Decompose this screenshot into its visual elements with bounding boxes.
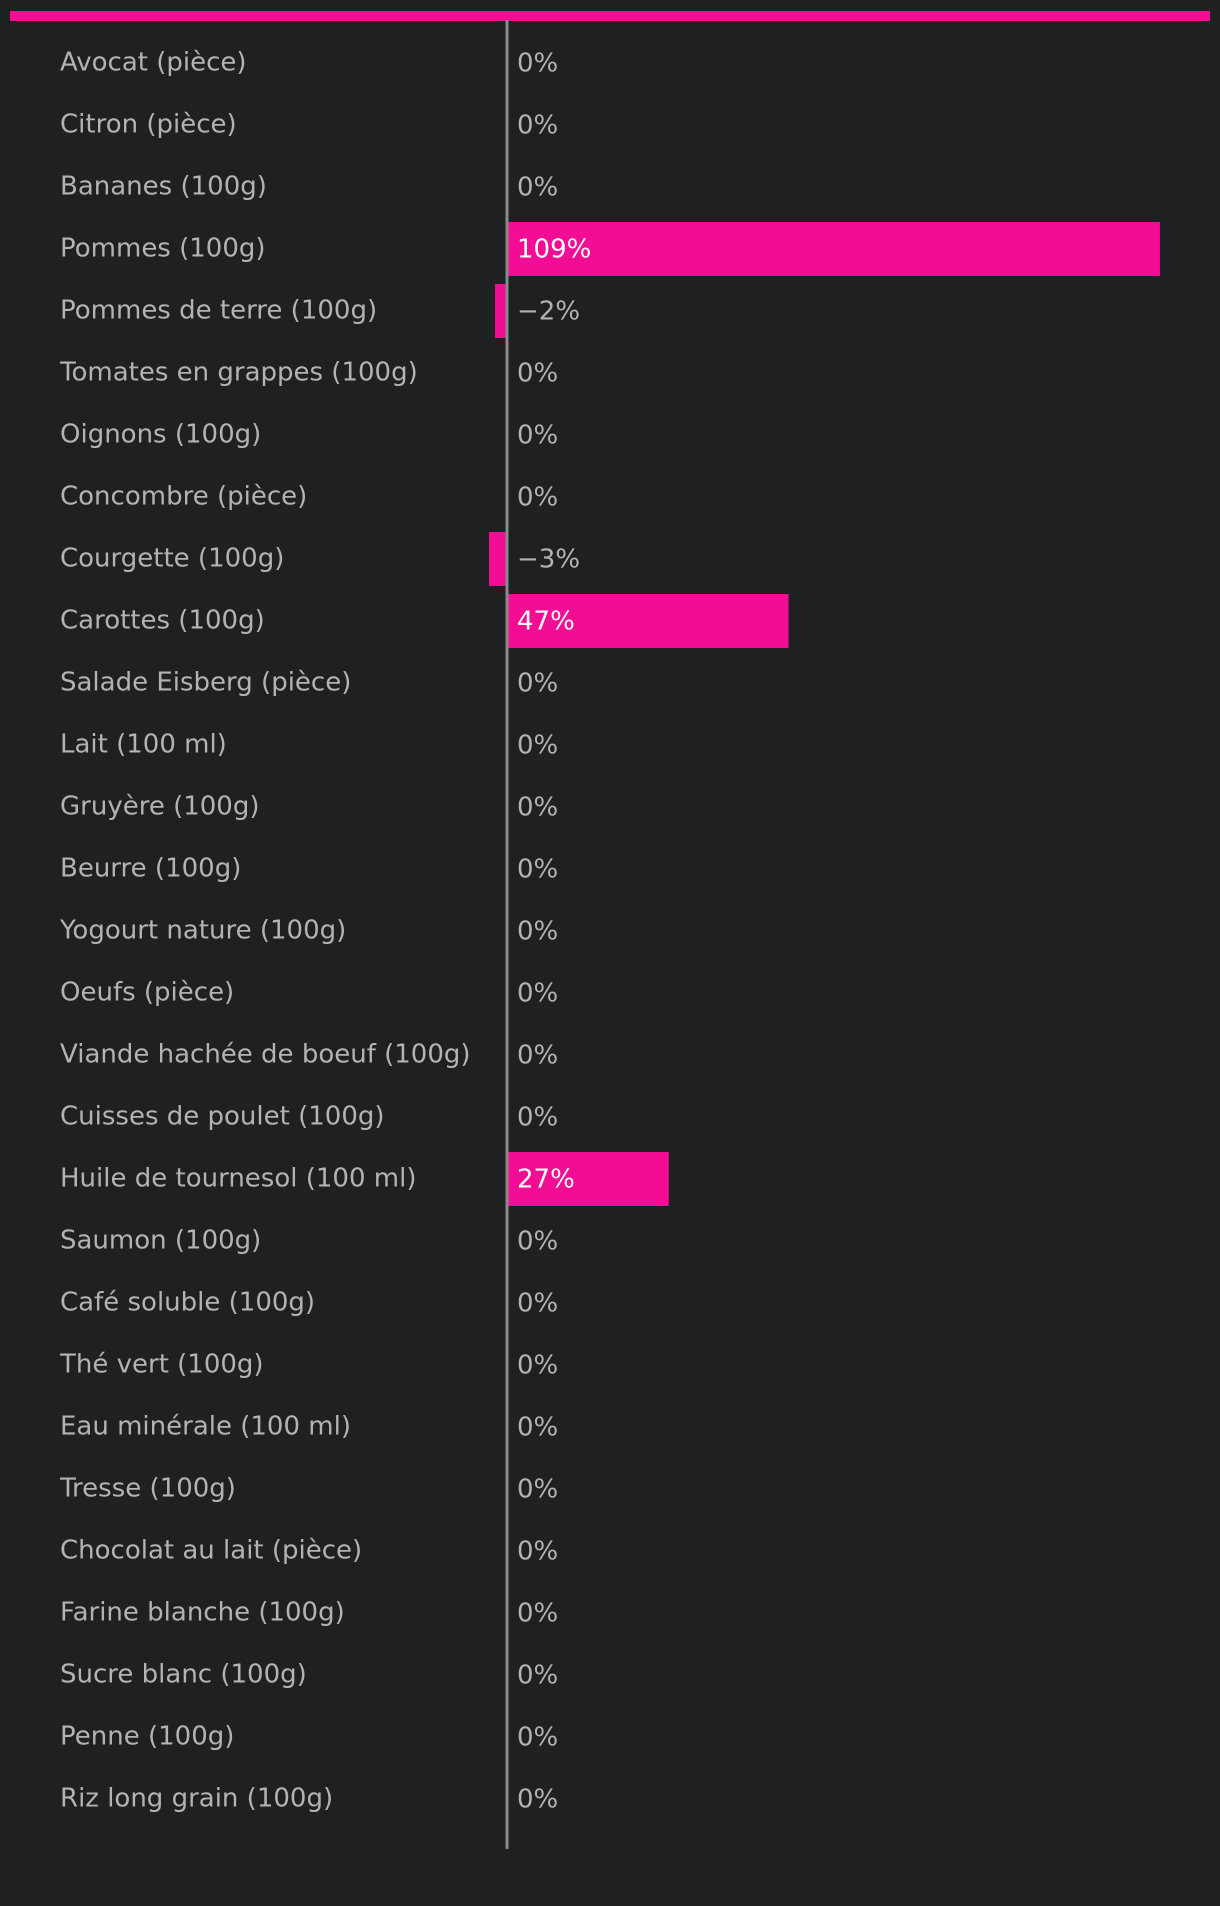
category-label: Pommes (100g) bbox=[60, 234, 266, 264]
value-label: 0% bbox=[517, 669, 558, 699]
category-label: Citron (pièce) bbox=[60, 110, 237, 140]
value-label: 0% bbox=[517, 49, 558, 79]
value-label: 0% bbox=[517, 1785, 558, 1815]
chart-row: Pommes (100g) 109% bbox=[60, 222, 1160, 276]
category-label: Avocat (pièce) bbox=[60, 48, 247, 78]
chart-row: Carottes (100g) 47% bbox=[60, 594, 789, 648]
chart-row: Huile de tournesol (100 ml) 27% bbox=[60, 1152, 669, 1206]
category-label: Oeufs (pièce) bbox=[60, 978, 234, 1008]
category-label: Lait (100 ml) bbox=[60, 730, 227, 760]
value-label: 0% bbox=[517, 1289, 558, 1319]
category-label: Courgette (100g) bbox=[60, 544, 284, 574]
value-label: 0% bbox=[517, 855, 558, 885]
category-label: Salade Eisberg (pièce) bbox=[60, 668, 351, 698]
value-label: 0% bbox=[517, 359, 558, 389]
category-label: Tresse (100g) bbox=[59, 1474, 236, 1504]
chart-row: Oignons (100g) 0% bbox=[60, 420, 558, 451]
chart-row: Beurre (100g) 0% bbox=[60, 854, 558, 885]
value-label: 0% bbox=[517, 1351, 558, 1381]
chart-row: Saumon (100g) 0% bbox=[60, 1226, 558, 1257]
chart-row: Chocolat au lait (pièce) 0% bbox=[60, 1536, 558, 1567]
value-label: −2% bbox=[517, 297, 580, 327]
bar bbox=[507, 594, 789, 648]
category-label: Beurre (100g) bbox=[60, 854, 241, 884]
value-label: 0% bbox=[517, 917, 558, 947]
value-label: 27% bbox=[517, 1165, 575, 1195]
chart-row: Cuisses de poulet (100g) 0% bbox=[60, 1102, 558, 1133]
value-label: 0% bbox=[517, 1041, 558, 1071]
category-label: Thé vert (100g) bbox=[59, 1350, 264, 1380]
chart-row: Tresse (100g) 0% bbox=[59, 1474, 558, 1505]
value-label: 0% bbox=[517, 1413, 558, 1443]
category-label: Tomates en grappes (100g) bbox=[59, 358, 418, 388]
category-label: Oignons (100g) bbox=[60, 420, 261, 450]
chart-row: Avocat (pièce) 0% bbox=[60, 48, 558, 79]
value-label: 0% bbox=[517, 793, 558, 823]
chart-row: Sucre blanc (100g) 0% bbox=[60, 1660, 558, 1691]
chart-row: Salade Eisberg (pièce) 0% bbox=[60, 668, 558, 699]
chart-row: Café soluble (100g) 0% bbox=[60, 1288, 558, 1319]
chart-row: Lait (100 ml) 0% bbox=[60, 730, 558, 761]
category-label: Eau minérale (100 ml) bbox=[60, 1412, 351, 1442]
bar bbox=[507, 222, 1160, 276]
value-label: 0% bbox=[517, 979, 558, 1009]
category-label: Concombre (pièce) bbox=[60, 482, 307, 512]
value-label: 0% bbox=[517, 1661, 558, 1691]
value-label: 0% bbox=[517, 111, 558, 141]
category-label: Gruyère (100g) bbox=[60, 792, 260, 822]
category-label: Penne (100g) bbox=[60, 1722, 234, 1752]
value-label: 109% bbox=[517, 235, 591, 265]
chart-row: Pommes de terre (100g) −2% bbox=[60, 284, 580, 338]
accent-bar bbox=[10, 11, 1210, 21]
category-label: Bananes (100g) bbox=[60, 172, 267, 202]
chart-row: Thé vert (100g) 0% bbox=[59, 1350, 558, 1381]
chart-row: Bananes (100g) 0% bbox=[60, 172, 558, 203]
chart-row: Oeufs (pièce) 0% bbox=[60, 978, 558, 1009]
chart-row: Riz long grain (100g) 0% bbox=[60, 1784, 558, 1815]
chart-row: Tomates en grappes (100g) 0% bbox=[59, 358, 558, 389]
value-label: 0% bbox=[517, 1227, 558, 1257]
value-label: 0% bbox=[517, 1723, 558, 1753]
category-label: Café soluble (100g) bbox=[60, 1288, 315, 1318]
value-label: 0% bbox=[517, 173, 558, 203]
category-label: Cuisses de poulet (100g) bbox=[60, 1102, 385, 1132]
value-label: −3% bbox=[517, 545, 580, 575]
category-label: Pommes de terre (100g) bbox=[60, 296, 377, 326]
chart-row: Citron (pièce) 0% bbox=[60, 110, 558, 141]
category-label: Viande hachée de boeuf (100g) bbox=[60, 1040, 471, 1070]
bar bbox=[489, 532, 507, 586]
chart-row: Farine blanche (100g) 0% bbox=[60, 1598, 558, 1629]
value-label: 0% bbox=[517, 1103, 558, 1133]
chart-row: Penne (100g) 0% bbox=[60, 1722, 558, 1753]
category-label: Riz long grain (100g) bbox=[60, 1784, 333, 1814]
category-label: Saumon (100g) bbox=[60, 1226, 261, 1256]
value-label: 0% bbox=[517, 1475, 558, 1505]
category-label: Farine blanche (100g) bbox=[60, 1598, 345, 1628]
category-label: Yogourt nature (100g) bbox=[59, 916, 346, 946]
value-label: 0% bbox=[517, 1599, 558, 1629]
chart-row: Yogourt nature (100g) 0% bbox=[59, 916, 558, 947]
chart-row: Concombre (pièce) 0% bbox=[60, 482, 558, 513]
category-label: Carottes (100g) bbox=[60, 606, 265, 636]
category-label: Sucre blanc (100g) bbox=[60, 1660, 307, 1690]
chart-row: Eau minérale (100 ml) 0% bbox=[60, 1412, 558, 1443]
bar bbox=[495, 284, 507, 338]
value-label: 47% bbox=[517, 607, 575, 637]
chart-row: Viande hachée de boeuf (100g) 0% bbox=[60, 1040, 558, 1071]
value-label: 0% bbox=[517, 421, 558, 451]
chart-row: Gruyère (100g) 0% bbox=[60, 792, 558, 823]
value-label: 0% bbox=[517, 731, 558, 761]
chart-row: Courgette (100g) −3% bbox=[60, 532, 580, 586]
value-label: 0% bbox=[517, 483, 558, 513]
bar bbox=[507, 1152, 669, 1206]
category-label: Chocolat au lait (pièce) bbox=[60, 1536, 362, 1566]
value-label: 0% bbox=[517, 1537, 558, 1567]
category-label: Huile de tournesol (100 ml) bbox=[60, 1164, 416, 1194]
